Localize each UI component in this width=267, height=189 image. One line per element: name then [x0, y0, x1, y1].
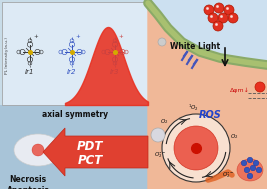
- Text: Ir2: Ir2: [67, 69, 77, 75]
- Text: axial symmetry: axial symmetry: [42, 110, 108, 119]
- Circle shape: [208, 13, 218, 23]
- Text: $O_2$: $O_2$: [230, 132, 238, 141]
- Circle shape: [151, 128, 165, 142]
- Text: +: +: [33, 34, 38, 39]
- Circle shape: [250, 165, 256, 171]
- Text: PDT
PCT: PDT PCT: [77, 139, 103, 167]
- Text: $O_2^{\bullet-}$: $O_2^{\bullet-}$: [154, 150, 166, 160]
- Circle shape: [162, 114, 230, 182]
- Text: +: +: [75, 34, 80, 39]
- Circle shape: [253, 160, 259, 166]
- Circle shape: [241, 160, 247, 166]
- Circle shape: [255, 82, 265, 92]
- Circle shape: [32, 144, 44, 156]
- Circle shape: [158, 38, 166, 46]
- Circle shape: [174, 126, 218, 170]
- Text: White Light: White Light: [170, 42, 220, 51]
- Text: $O_2^{\bullet-}$: $O_2^{\bullet-}$: [222, 170, 234, 180]
- Text: Ir1: Ir1: [25, 69, 35, 75]
- Text: $^1O_2$: $^1O_2$: [189, 103, 199, 113]
- Text: Necrosis
Apoptosis: Necrosis Apoptosis: [7, 175, 49, 189]
- Circle shape: [218, 13, 228, 23]
- FancyArrow shape: [43, 128, 148, 176]
- Circle shape: [228, 13, 238, 23]
- Text: Δφm↓: Δφm↓: [230, 87, 250, 93]
- Ellipse shape: [237, 159, 263, 181]
- Circle shape: [213, 21, 223, 31]
- Circle shape: [244, 167, 250, 173]
- Circle shape: [204, 5, 214, 15]
- Circle shape: [214, 3, 224, 13]
- Circle shape: [247, 173, 253, 179]
- Text: Ir3: Ir3: [110, 69, 120, 75]
- Text: $O_2$: $O_2$: [160, 117, 168, 126]
- Ellipse shape: [14, 134, 62, 166]
- Text: +: +: [118, 34, 123, 39]
- FancyBboxPatch shape: [2, 2, 148, 105]
- Circle shape: [247, 157, 253, 163]
- Text: ROS: ROS: [199, 110, 221, 120]
- FancyBboxPatch shape: [148, 0, 267, 189]
- Circle shape: [256, 167, 262, 173]
- Text: PL Intensity(a.u.): PL Intensity(a.u.): [5, 36, 9, 74]
- FancyBboxPatch shape: [0, 105, 148, 189]
- Circle shape: [224, 5, 234, 15]
- Polygon shape: [148, 3, 267, 189]
